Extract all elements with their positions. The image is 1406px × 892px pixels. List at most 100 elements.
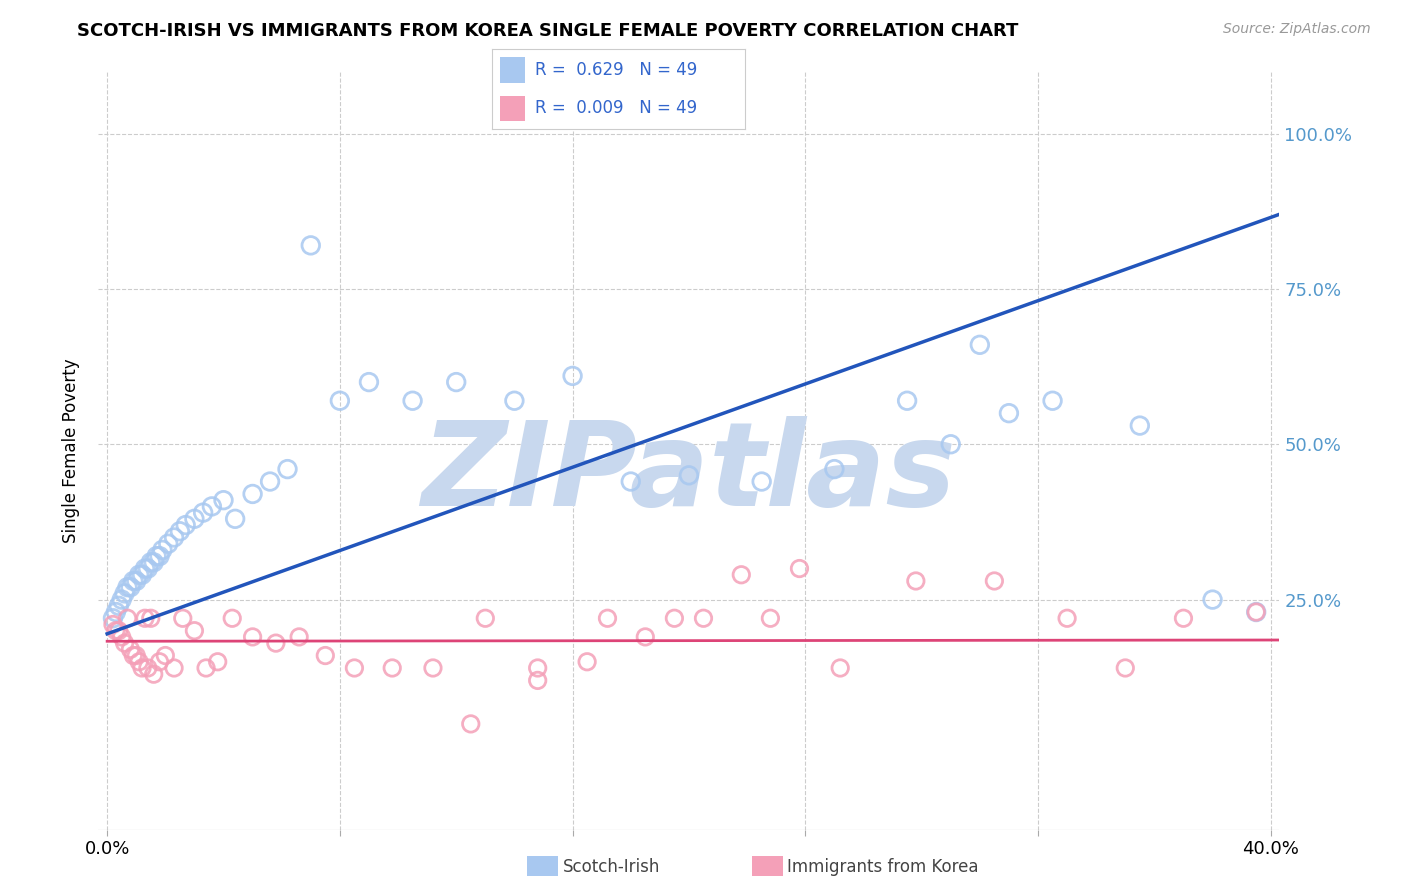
Point	[134, 611, 156, 625]
Point	[1201, 592, 1223, 607]
Point	[896, 393, 918, 408]
Text: Source: ZipAtlas.com: Source: ZipAtlas.com	[1223, 22, 1371, 37]
Point	[139, 611, 162, 625]
Point	[107, 624, 129, 638]
Point	[474, 611, 496, 625]
Point	[134, 561, 156, 575]
Point	[983, 574, 1005, 588]
Point	[526, 673, 548, 688]
Point	[104, 605, 127, 619]
Point	[759, 611, 782, 625]
Point	[1244, 605, 1267, 619]
Text: R =  0.009   N = 49: R = 0.009 N = 49	[536, 100, 697, 118]
Point	[104, 624, 127, 638]
Text: R =  0.629   N = 49: R = 0.629 N = 49	[536, 61, 697, 78]
Point	[101, 611, 124, 625]
Point	[242, 487, 264, 501]
Point	[1173, 611, 1195, 625]
Point	[207, 655, 229, 669]
Point	[120, 580, 142, 594]
Point	[939, 437, 962, 451]
Point	[357, 375, 380, 389]
Point	[664, 611, 686, 625]
Point	[561, 368, 583, 383]
Point	[125, 574, 148, 588]
Point	[142, 667, 165, 681]
Point	[1056, 611, 1078, 625]
Point	[212, 493, 235, 508]
Point	[128, 655, 150, 669]
Point	[314, 648, 336, 663]
Point	[128, 567, 150, 582]
Point	[152, 542, 174, 557]
Point	[634, 630, 657, 644]
Point	[111, 630, 134, 644]
Point	[422, 661, 444, 675]
Point	[145, 549, 167, 563]
Point	[692, 611, 714, 625]
Point	[169, 524, 191, 539]
Bar	[499, 95, 524, 121]
Point	[201, 500, 224, 514]
Point	[122, 648, 145, 663]
Point	[131, 567, 153, 582]
Point	[576, 655, 599, 669]
Point	[503, 393, 526, 408]
Point	[131, 661, 153, 675]
Text: Immigrants from Korea: Immigrants from Korea	[787, 858, 979, 876]
Point	[148, 655, 170, 669]
Point	[221, 611, 243, 625]
Point	[174, 518, 197, 533]
Point	[299, 238, 322, 252]
Point	[969, 338, 991, 352]
Point	[329, 393, 352, 408]
Point	[101, 617, 124, 632]
Point	[904, 574, 927, 588]
Point	[276, 462, 298, 476]
Point	[381, 661, 404, 675]
Point	[401, 393, 423, 408]
Point	[242, 630, 264, 644]
Point	[789, 561, 811, 575]
Point	[1129, 418, 1152, 433]
Point	[264, 636, 287, 650]
Point	[172, 611, 194, 625]
Point	[444, 375, 467, 389]
Point	[139, 555, 162, 569]
Point	[148, 549, 170, 563]
Point	[136, 561, 159, 575]
Point	[1042, 393, 1064, 408]
Text: Scotch-Irish: Scotch-Irish	[562, 858, 659, 876]
Point	[183, 512, 205, 526]
Point	[620, 475, 643, 489]
Point	[823, 462, 845, 476]
Point	[191, 506, 214, 520]
Point	[163, 531, 186, 545]
Point	[125, 648, 148, 663]
Point	[120, 642, 142, 657]
Point	[122, 574, 145, 588]
Point	[114, 586, 136, 600]
Point	[224, 512, 246, 526]
Point	[343, 661, 366, 675]
Point	[526, 661, 548, 675]
Point	[730, 567, 752, 582]
Point	[163, 661, 186, 675]
Y-axis label: Single Female Poverty: Single Female Poverty	[62, 359, 80, 542]
Point	[142, 555, 165, 569]
Point	[830, 661, 852, 675]
Point	[596, 611, 619, 625]
Point	[460, 717, 482, 731]
Point	[1244, 605, 1267, 619]
Point	[288, 630, 311, 644]
Point	[998, 406, 1021, 420]
Point	[678, 468, 700, 483]
Bar	[499, 57, 524, 83]
Point	[259, 475, 281, 489]
Point	[107, 599, 129, 613]
Point	[117, 580, 139, 594]
Text: SCOTCH-IRISH VS IMMIGRANTS FROM KOREA SINGLE FEMALE POVERTY CORRELATION CHART: SCOTCH-IRISH VS IMMIGRANTS FROM KOREA SI…	[77, 22, 1019, 40]
Point	[195, 661, 218, 675]
Point	[114, 636, 136, 650]
Point	[751, 475, 773, 489]
